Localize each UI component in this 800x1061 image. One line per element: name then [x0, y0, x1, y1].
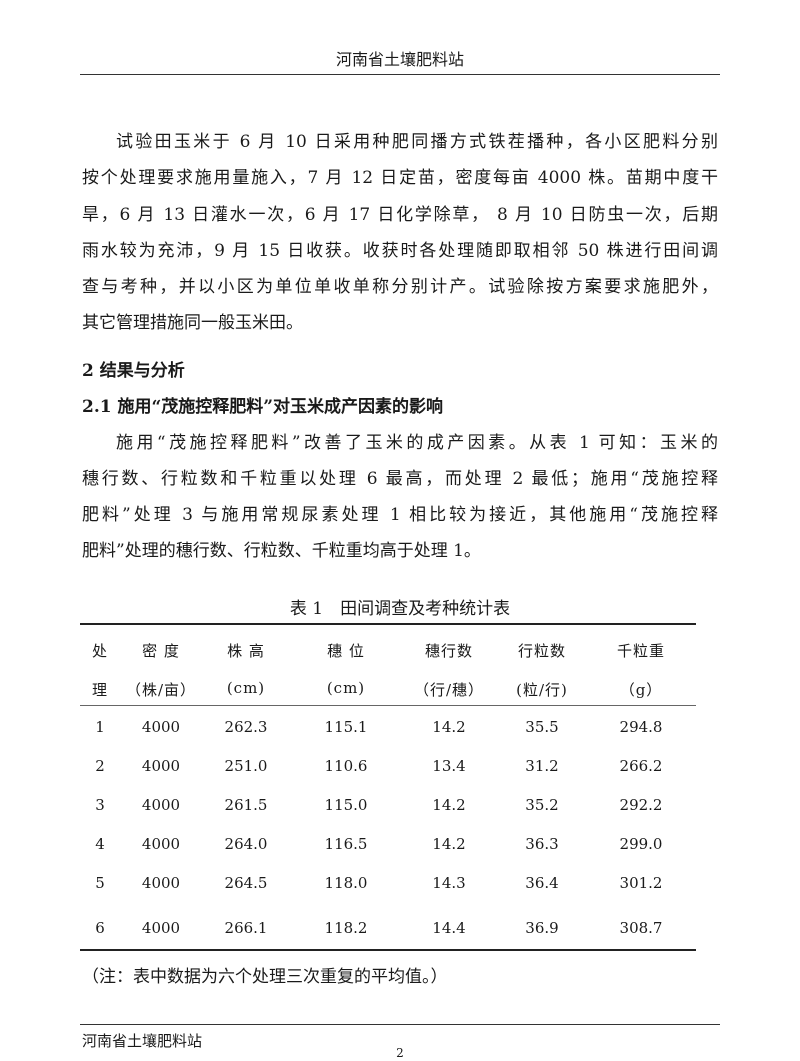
table-note: （注：表中数据为六个处理三次重复的平均值。）	[82, 967, 448, 987]
text-line: 旱，6 月 13 日灌水一次，6 月 17 日化学除草， 8 月 10 日防虫一…	[82, 205, 718, 225]
footer-rule	[80, 1024, 720, 1025]
table-header-cell: 密 度	[142, 642, 180, 660]
table-header-cell: （株/亩）	[125, 681, 197, 699]
table-cell: 36.4	[525, 874, 559, 892]
table-header-cell: （g）	[619, 681, 663, 699]
table-cell: 6	[95, 919, 105, 937]
table-header-cell: 行粒数	[517, 642, 567, 660]
text-line: 穗行数、行粒数和千粒重以处理 6 最高，而处理 2 最低；施用“茂施控释	[82, 469, 718, 489]
table-cell: 116.5	[324, 835, 368, 853]
table-cell: 308.7	[619, 919, 663, 937]
table-caption: 表 1 田间调查及考种统计表	[289, 599, 511, 619]
table-cell: 14.4	[432, 919, 466, 937]
page-number: 2	[396, 1046, 404, 1060]
table-cell: 31.2	[525, 757, 559, 775]
section-heading: 2 结果与分析	[82, 361, 185, 381]
table-cell: 36.9	[525, 919, 559, 937]
table-cell: 4000	[141, 757, 181, 775]
text-line: 其它管理措施同一般玉米田。	[82, 313, 303, 333]
table-header-cell: 理	[91, 681, 109, 699]
table-cell: 261.5	[224, 796, 268, 814]
table-cell: 35.2	[525, 796, 559, 814]
table-cell: 266.1	[224, 919, 268, 937]
text-line: 施用“茂施控释肥料”改善了玉米的成产因素。从表 1 可知：玉米的	[116, 433, 718, 453]
table-cell: 118.0	[324, 874, 368, 892]
table-cell: 294.8	[619, 718, 663, 736]
table-bottom-rule	[80, 949, 696, 951]
text-line: 试验田玉米于 6 月 10 日采用种肥同播方式铁茬播种，各小区肥料分别	[116, 132, 718, 152]
table-cell: 266.2	[619, 757, 663, 775]
table-cell: 4000	[141, 718, 181, 736]
table-cell: 299.0	[619, 835, 663, 853]
table-cell: 115.0	[324, 796, 368, 814]
page-header-title: 河南省土壤肥料站	[335, 50, 464, 69]
table-cell: 251.0	[224, 757, 268, 775]
text-line: 雨水较为充沛，9 月 15 日收获。收获时各处理随即取相邻 50 株进行田间调	[82, 241, 718, 261]
table-header-cell: (cm)	[326, 679, 366, 697]
header-rule	[80, 74, 720, 75]
table-header-cell: (粒/行)	[516, 681, 568, 699]
table-header-cell: 千粒重	[616, 642, 666, 660]
table-cell: 118.2	[324, 919, 368, 937]
table-header-cell: 株 高	[227, 642, 265, 660]
table-header-cell: （行/穗）	[413, 681, 485, 699]
table-header-rule	[80, 705, 696, 706]
table-cell: 5	[95, 874, 105, 892]
table-cell: 4000	[141, 835, 181, 853]
text-line: 查与考种，并以小区为单位单收单称分别计产。试验除按方案要求施肥外，	[82, 277, 718, 297]
table-cell: 36.3	[525, 835, 559, 853]
table-cell: 14.2	[432, 718, 466, 736]
table-cell: 2	[95, 757, 105, 775]
footer-org: 河南省土壤肥料站	[82, 1032, 203, 1050]
text-line: 肥料”处理 3 与施用常规尿素处理 1 相比较为接近，其他施用“茂施控释	[82, 505, 718, 525]
subsection-heading: 2.1 施用“茂施控释肥料”对玉米成产因素的影响	[82, 397, 444, 417]
table-cell: 4000	[141, 796, 181, 814]
table-cell: 262.3	[224, 718, 268, 736]
table-cell: 301.2	[619, 874, 663, 892]
table-cell: 4000	[141, 874, 181, 892]
table-cell: 4000	[141, 919, 181, 937]
table-header-cell: (cm)	[226, 679, 266, 697]
table-top-rule	[80, 623, 696, 625]
table-header-cell: 穗 位	[327, 642, 365, 660]
text-line: 肥料”处理的穗行数、行粒数、千粒重均高于处理 1。	[82, 541, 481, 561]
table-cell: 264.0	[224, 835, 268, 853]
table-cell: 1	[95, 718, 105, 736]
table-header-cell: 穗行数	[424, 642, 474, 660]
table-cell: 292.2	[619, 796, 663, 814]
table-cell: 115.1	[324, 718, 368, 736]
table-cell: 13.4	[432, 757, 466, 775]
table-cell: 3	[95, 796, 105, 814]
table-cell: 14.2	[432, 796, 466, 814]
table-cell: 14.2	[432, 835, 466, 853]
table-cell: 110.6	[324, 757, 368, 775]
table-cell: 4	[95, 835, 105, 853]
table-cell: 14.3	[432, 874, 466, 892]
table-cell: 35.5	[525, 718, 559, 736]
text-line: 按个处理要求施用量施入，7 月 12 日定苗，密度每亩 4000 株。苗期中度干	[82, 168, 718, 188]
table-header-cell: 处	[91, 642, 109, 660]
table-cell: 264.5	[224, 874, 268, 892]
